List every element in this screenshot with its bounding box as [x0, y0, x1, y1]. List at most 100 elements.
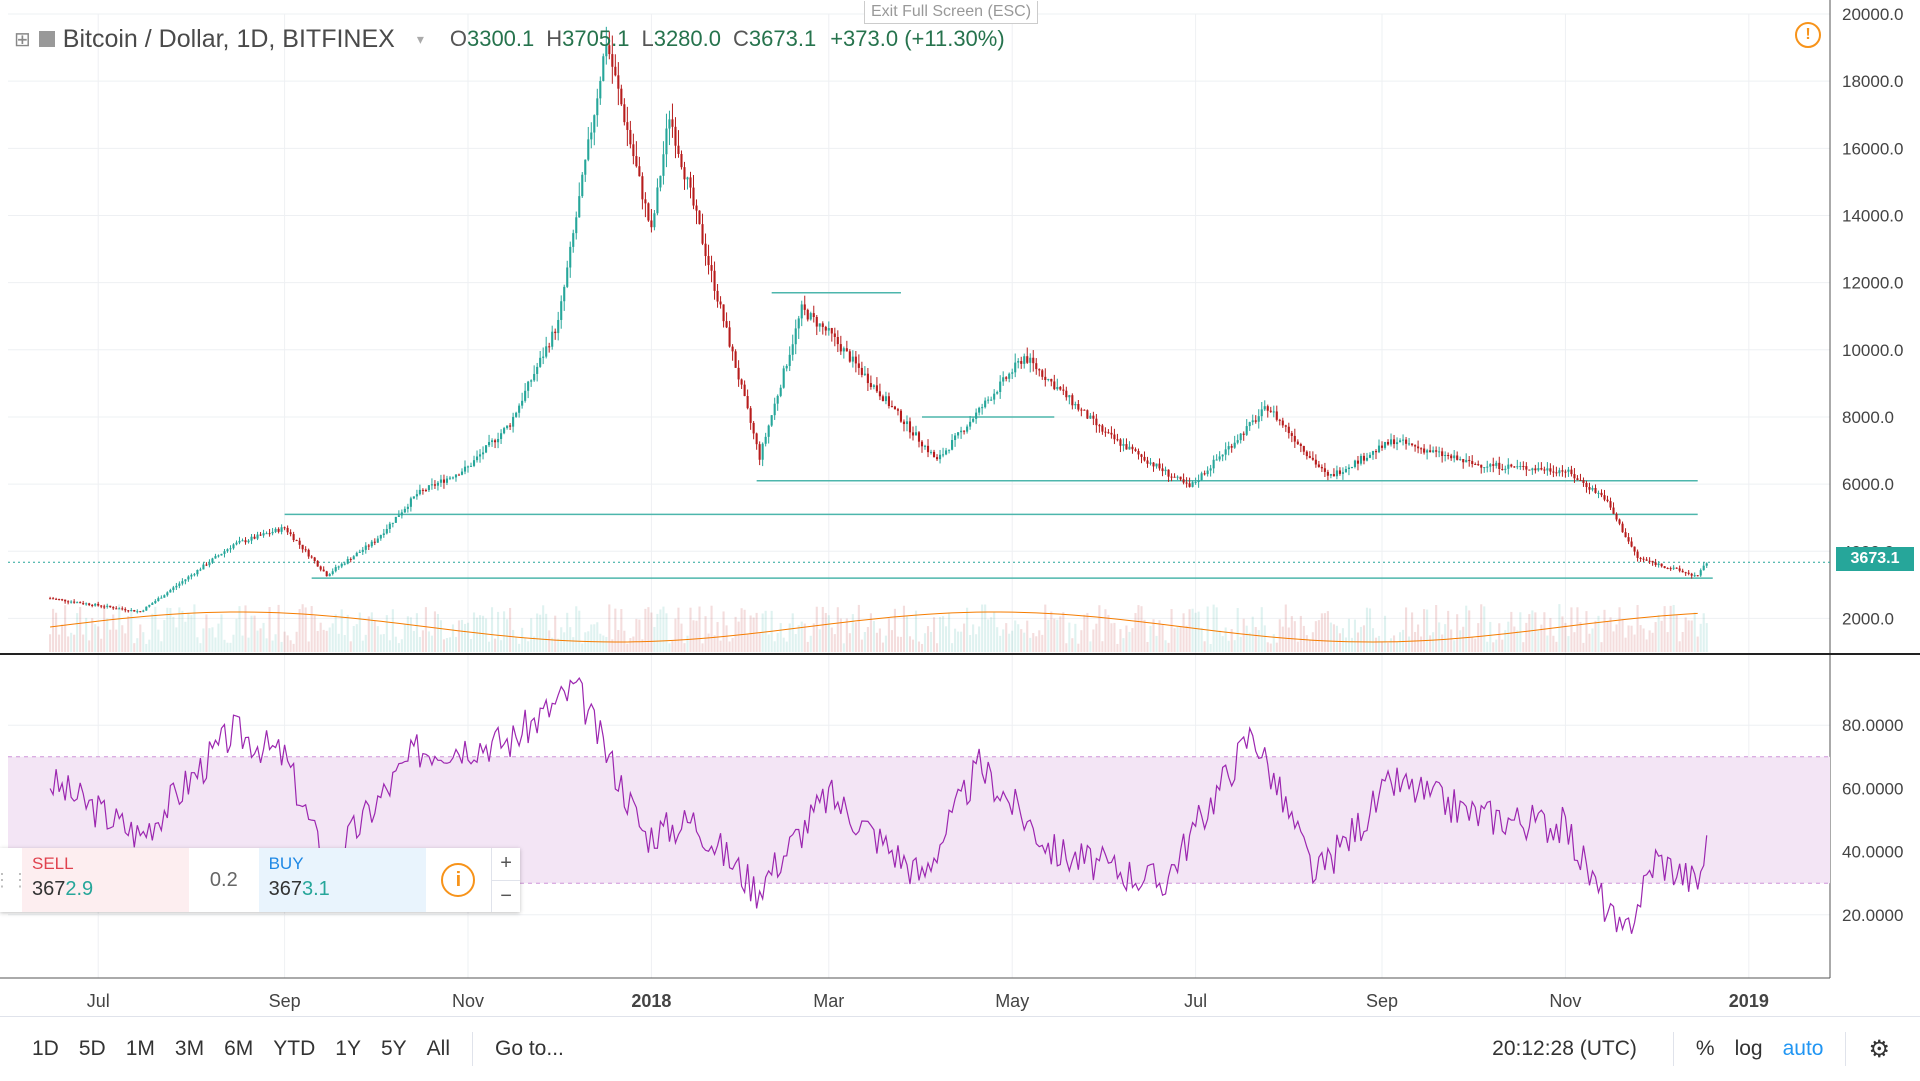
candle	[1399, 440, 1402, 443]
candle	[1143, 456, 1146, 461]
sell-button[interactable]: SELL 3672.9	[22, 848, 190, 912]
range-button-5d[interactable]: 5D	[78, 1037, 106, 1060]
volume-bar	[1218, 630, 1221, 652]
volume-bar	[800, 621, 803, 652]
range-button-all[interactable]: All	[426, 1037, 450, 1060]
volume-bar	[400, 639, 403, 652]
candle	[1203, 473, 1206, 475]
candle	[1531, 468, 1534, 471]
volume-bar	[301, 604, 304, 652]
volume-bar	[1585, 611, 1588, 652]
candle	[298, 540, 301, 545]
volume-bar	[1047, 619, 1050, 652]
volume-bar	[316, 630, 319, 652]
candle	[148, 604, 151, 607]
candle	[1450, 455, 1453, 459]
candle	[1353, 460, 1357, 467]
exit-fullscreen-hint[interactable]: Exit Full Screen (ESC)	[864, 1, 1039, 24]
volume-bar	[1314, 621, 1317, 652]
volume-bar	[280, 641, 283, 652]
candle	[1218, 456, 1221, 460]
volume-bar	[638, 619, 641, 652]
candle	[412, 496, 415, 499]
range-button-1m[interactable]: 1M	[125, 1037, 155, 1060]
quantity-field[interactable]: 0.2	[209, 868, 238, 891]
add-symbol-icon[interactable]: ⊞	[14, 28, 31, 51]
volume-bar	[893, 608, 896, 652]
range-button-5y[interactable]: 5Y	[380, 1037, 407, 1060]
minus-icon[interactable]: −	[500, 884, 512, 907]
symbol-title[interactable]: Bitcoin / Dollar, 1D, BITFINEX	[62, 24, 395, 53]
volume-bar	[424, 607, 427, 652]
volume-bar	[677, 607, 680, 652]
plus-icon[interactable]: +	[492, 848, 520, 881]
candle	[1705, 563, 1708, 566]
volume-bar	[1077, 643, 1080, 652]
candle	[1414, 445, 1417, 447]
volume-bar	[1687, 620, 1690, 652]
range-button-ytd[interactable]: YTD	[273, 1037, 316, 1060]
volume-bar	[274, 634, 277, 652]
candle	[1314, 459, 1317, 465]
candle	[1359, 455, 1363, 464]
volume-bar	[229, 642, 232, 652]
volume-bar	[1567, 636, 1570, 652]
warning-icon[interactable]: !	[1795, 22, 1821, 48]
volume-bar	[1164, 640, 1167, 652]
candle	[1408, 443, 1411, 445]
candle	[809, 313, 812, 320]
candle	[322, 569, 325, 572]
range-button-1d[interactable]: 1D	[32, 1037, 59, 1060]
candle	[683, 167, 686, 180]
candle	[1212, 459, 1215, 469]
volume-bar	[1681, 632, 1684, 652]
volume-bar	[665, 613, 668, 652]
gear-icon[interactable]: ⚙	[1868, 1035, 1890, 1063]
info-button[interactable]: i	[426, 848, 492, 912]
volume-bar	[1546, 635, 1549, 652]
goto-button[interactable]: Go to...	[495, 1037, 564, 1060]
candle	[343, 563, 346, 565]
volume-bar	[1621, 618, 1624, 652]
candle	[427, 485, 430, 491]
candle	[1116, 439, 1119, 441]
candle	[1356, 460, 1360, 464]
volume-bar	[199, 643, 202, 652]
candle	[136, 611, 139, 613]
drag-handle-icon[interactable]: ⋮⋮	[0, 869, 29, 890]
candle	[945, 450, 948, 455]
candle	[1567, 469, 1570, 472]
candle	[160, 597, 163, 599]
volume-bar	[569, 627, 572, 652]
volume-bar	[1212, 604, 1215, 652]
volume-bar	[1543, 612, 1546, 652]
percent-toggle[interactable]: %	[1695, 1037, 1715, 1060]
candle	[758, 444, 761, 460]
volume-bar	[785, 641, 788, 652]
volume-bar	[932, 617, 936, 652]
range-button-3m[interactable]: 3M	[174, 1037, 205, 1060]
candle	[791, 344, 794, 355]
volume-bar	[1504, 630, 1507, 652]
candle	[737, 367, 740, 380]
candle	[881, 396, 884, 402]
range-button-1y[interactable]: 1Y	[335, 1037, 361, 1060]
auto-toggle[interactable]: auto	[1782, 1037, 1824, 1060]
volume-bar	[55, 612, 58, 652]
volume-bar	[1444, 624, 1447, 652]
candle	[491, 440, 494, 443]
price-tick-label: 16000.0	[1842, 139, 1903, 158]
candle	[1260, 409, 1263, 417]
buy-button[interactable]: BUY 3673.1	[258, 848, 426, 912]
volume-bar	[993, 611, 996, 652]
log-toggle[interactable]: log	[1734, 1037, 1763, 1060]
candle	[1543, 469, 1546, 471]
chevron-down-icon[interactable]: ▾	[416, 30, 424, 47]
volume-bar	[509, 607, 512, 652]
range-button-6m[interactable]: 6M	[224, 1037, 254, 1060]
quantity-stepper[interactable]: + −	[491, 848, 520, 912]
candle	[235, 542, 238, 545]
candle	[515, 412, 518, 417]
candle	[97, 603, 100, 606]
candle	[746, 396, 749, 409]
